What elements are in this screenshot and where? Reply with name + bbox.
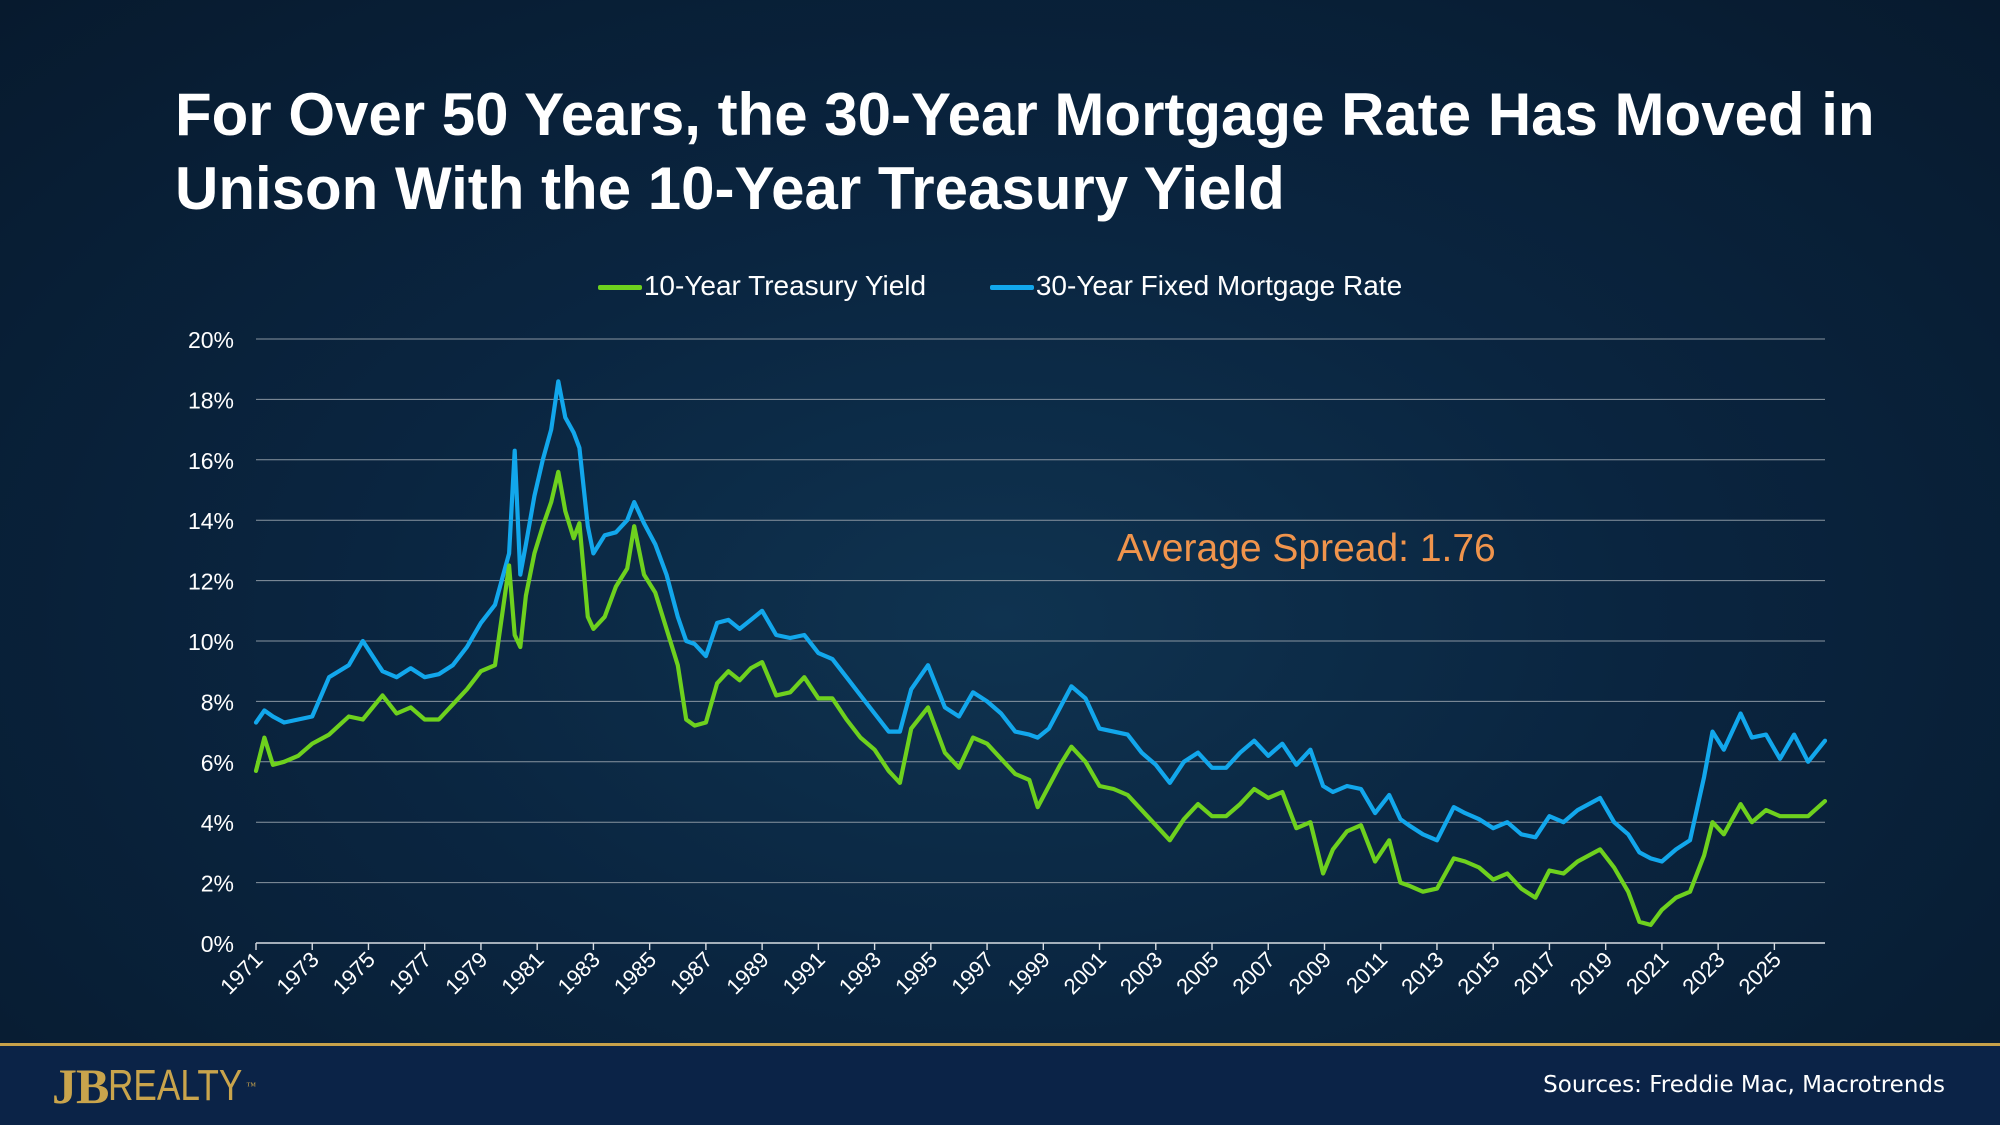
x-tick-label: 1981: [496, 947, 548, 999]
x-tick-label: 1979: [440, 947, 492, 999]
y-tick-label: 2%: [201, 871, 234, 897]
y-axis-ticks: 0% 2% 4% 6% 8% 10% 12% 14% 16% 18% 20%: [188, 327, 234, 957]
legend-swatch-treasury: [597, 284, 642, 290]
average-spread-annotation: Average Spread: 1.76: [1117, 527, 1496, 570]
x-tick-label: 2011: [1341, 947, 1392, 998]
sources-note: Sources: Freddie Mac, Macrotrends: [1543, 1072, 1945, 1098]
x-tick-label: 1983: [553, 947, 605, 999]
x-tick-label: 1987: [665, 947, 717, 999]
x-tick-label: 1997: [946, 947, 998, 999]
legend-swatch-mortgage: [989, 284, 1034, 290]
x-tick-label: 1975: [328, 947, 380, 999]
legend-label-mortgage: 30-Year Fixed Mortgage Rate: [1035, 269, 1403, 301]
chart-title: For Over 50 Years, the 30-Year Mortgage …: [175, 81, 1875, 222]
y-tick-label: 0%: [201, 931, 234, 957]
logo-text: REALTY: [108, 1061, 243, 1110]
treasury-yield-line: [253, 469, 1828, 928]
y-tick-label: 20%: [188, 327, 234, 353]
x-tick-label: 1977: [384, 947, 436, 999]
x-tick-label: 1999: [1003, 947, 1055, 999]
x-tick-label: 2021: [1621, 947, 1673, 999]
legend-item-treasury: 10-Year Treasury Yield: [597, 269, 927, 302]
y-tick-label: 8%: [201, 689, 234, 715]
legend-item-mortgage: 30-Year Fixed Mortgage Rate: [989, 269, 1403, 302]
y-tick-label: 16%: [188, 448, 234, 474]
footer-bar: [0, 1046, 2000, 1125]
x-tick-label: 1985: [609, 947, 661, 999]
x-tick-label: 2025: [1734, 947, 1786, 999]
x-tick-label: 1991: [778, 947, 830, 999]
logo-mark: JB: [52, 1058, 109, 1114]
x-tick-label: 2007: [1228, 947, 1280, 999]
x-tick-label: 1989: [721, 947, 773, 999]
series-lines: [253, 379, 1828, 928]
x-tick-label: 2005: [1171, 947, 1223, 999]
x-tick-label: 2017: [1509, 947, 1561, 999]
y-tick-label: 10%: [188, 629, 234, 655]
legend-label-treasury: 10-Year Treasury Yield: [643, 269, 927, 301]
x-tick-label: 2009: [1284, 947, 1336, 999]
y-tick-label: 4%: [201, 810, 234, 836]
x-tick-label: 2019: [1565, 947, 1617, 999]
x-tick-label: 1995: [890, 947, 942, 999]
x-tick-label: 2015: [1452, 947, 1504, 999]
x-tick-label: 2013: [1396, 947, 1448, 999]
legend: 10-Year Treasury Yield 30-Year Fixed Mor…: [0, 268, 2000, 302]
footer-divider: [0, 1043, 2000, 1046]
x-tick-label: 2003: [1115, 947, 1167, 999]
logo-trademark: ™: [246, 1080, 256, 1092]
y-tick-label: 14%: [188, 508, 234, 534]
x-tick-label: 2023: [1677, 947, 1729, 999]
x-tick-label: 1993: [834, 947, 886, 999]
mortgage-rate-line: [253, 379, 1828, 864]
line-chart: 0% 2% 4% 6% 8% 10% 12% 14% 16% 18% 20% 1971 1973 197…: [188, 327, 1828, 999]
gridlines: [256, 338, 1825, 944]
jb-realty-logo: JB REALTY ™: [52, 1058, 256, 1114]
x-axis-ticks: 1971 1973 1975 1977 1979 1981 1983 1985 1987 1989…: [215, 943, 1786, 999]
y-tick-label: 18%: [188, 387, 234, 413]
y-tick-label: 12%: [188, 569, 234, 595]
x-tick-label: 2001: [1059, 947, 1111, 999]
y-tick-label: 6%: [201, 750, 234, 776]
x-tick-label: 1973: [271, 947, 323, 999]
